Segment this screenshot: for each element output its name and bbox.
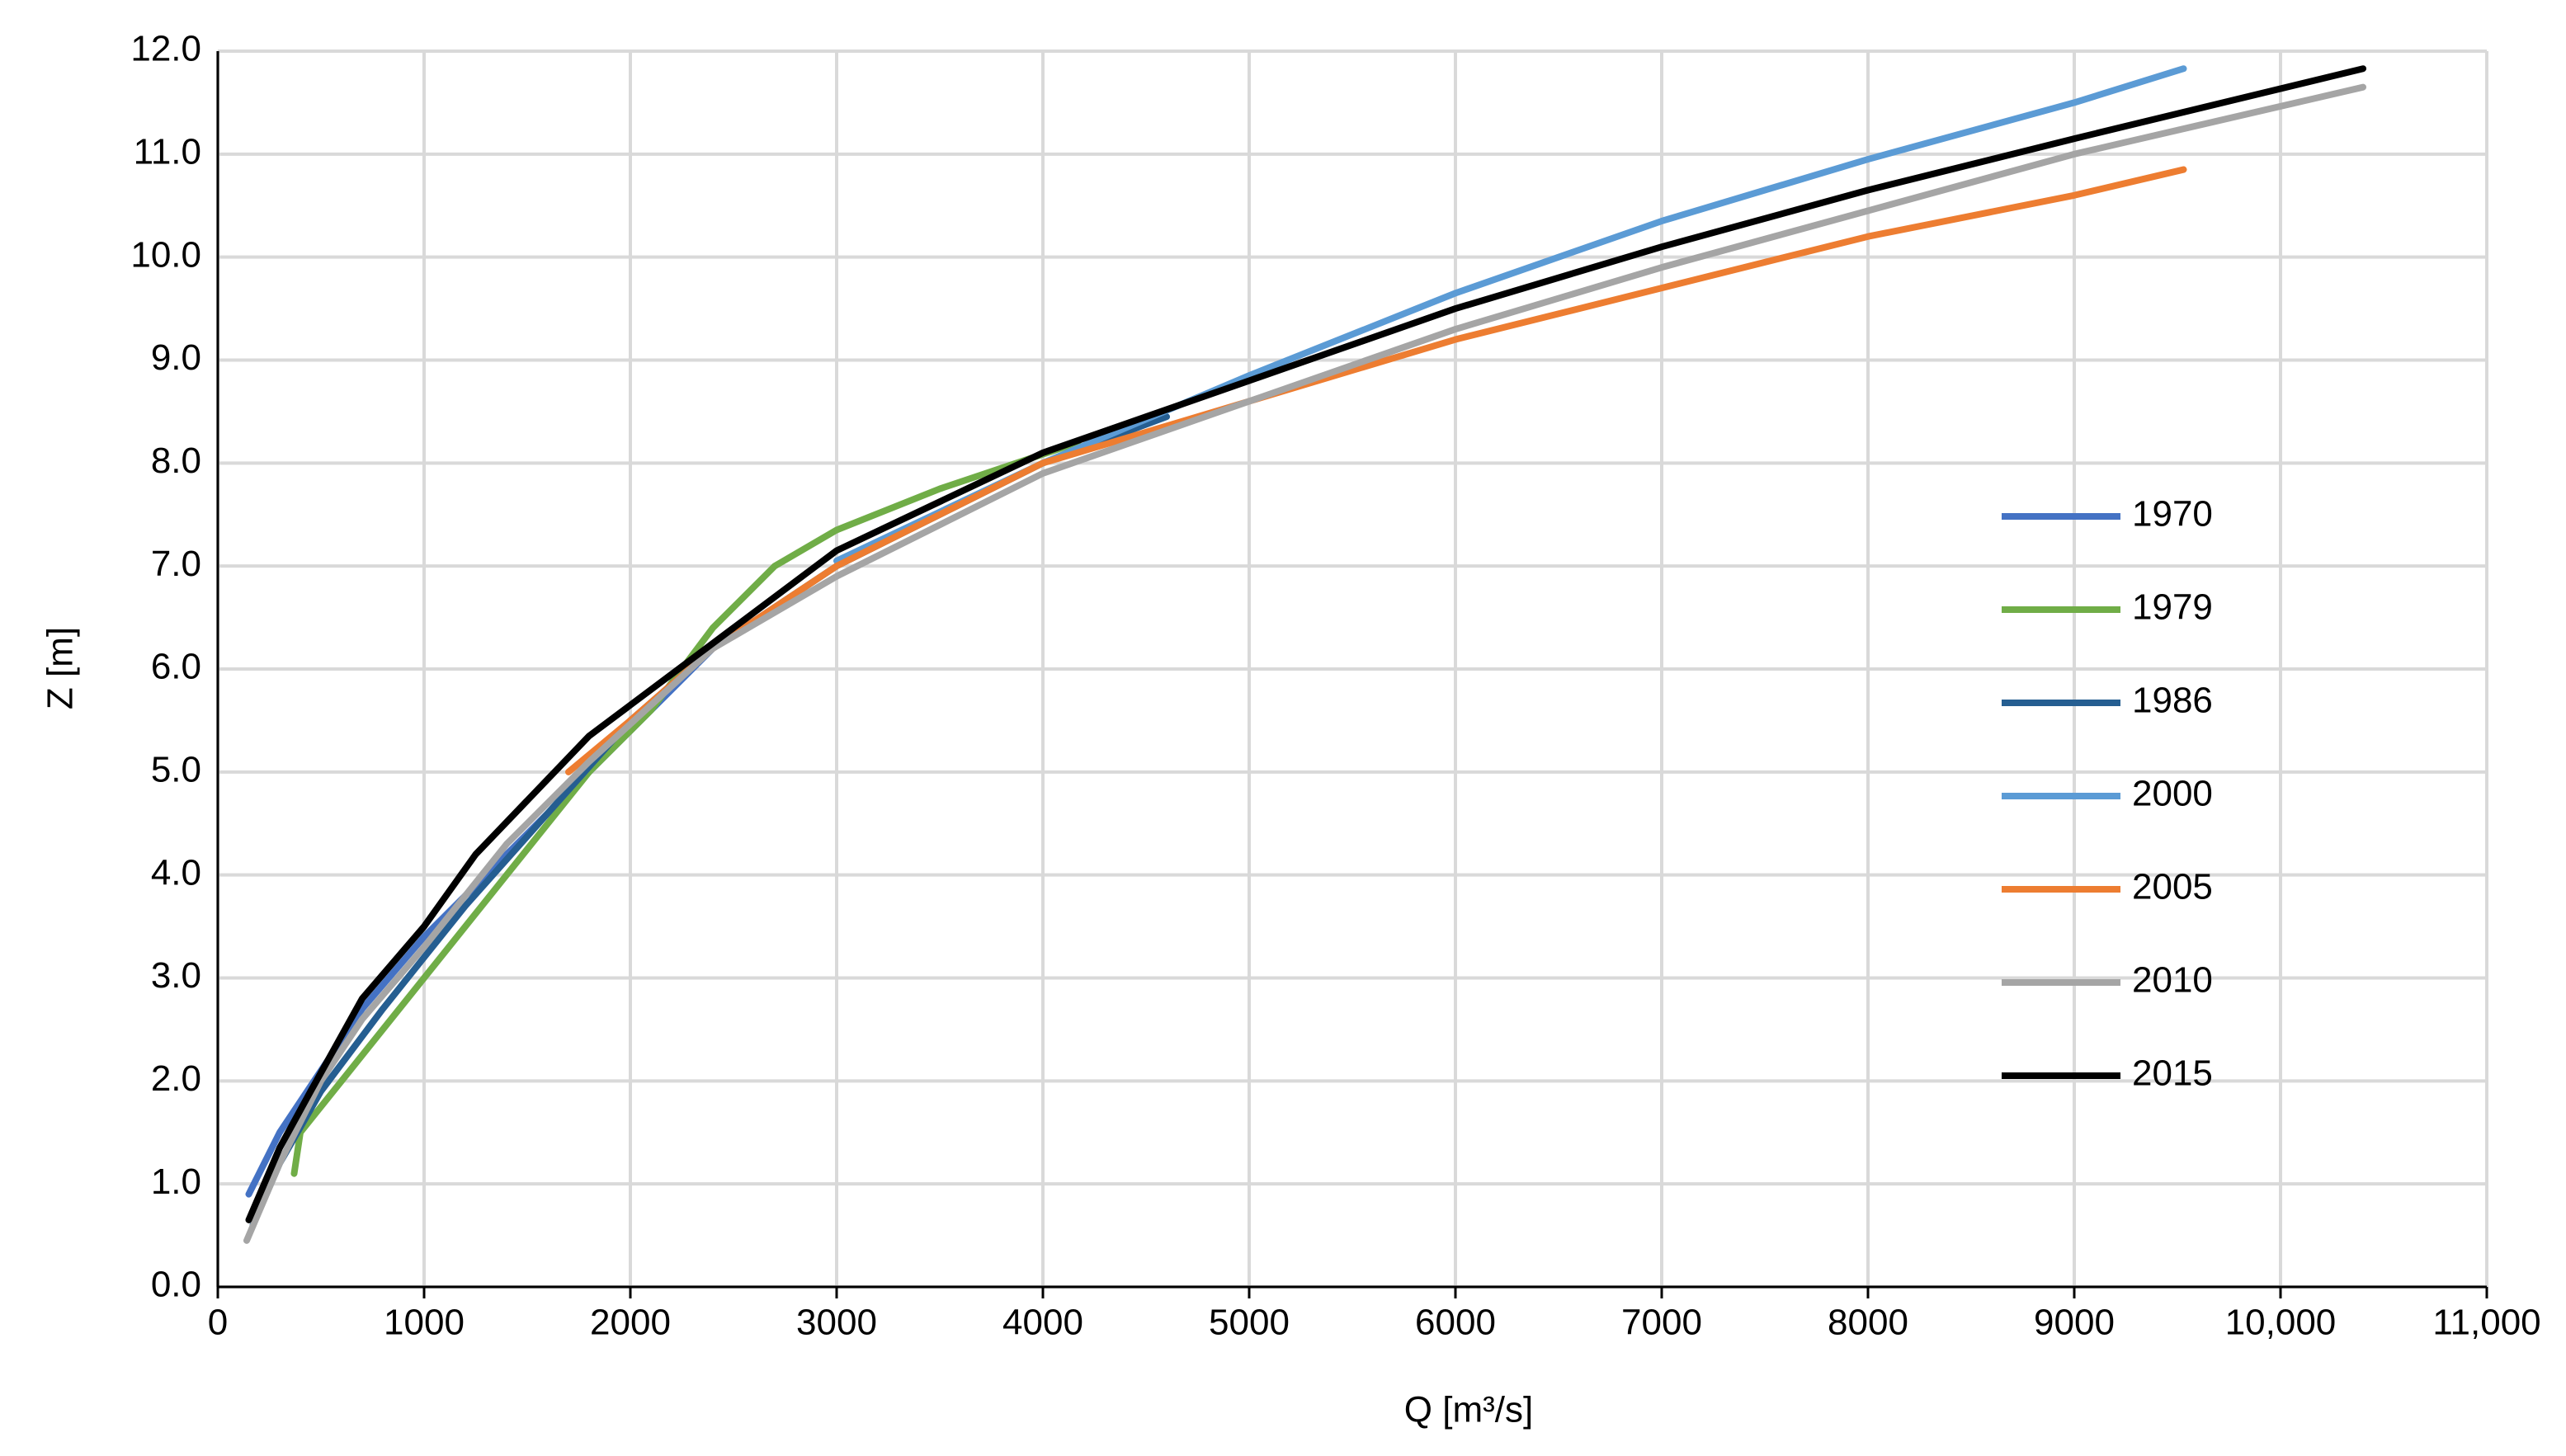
series-line	[243, 83, 2366, 1244]
x-tick-label: 8000	[1828, 1303, 1908, 1343]
x-tick-label: 6000	[1415, 1303, 1496, 1343]
series-line	[249, 413, 1170, 1229]
x-tick-label: 1000	[384, 1303, 465, 1343]
x-tick-label: 5000	[1209, 1303, 1290, 1343]
x-tick-label: 0	[208, 1303, 228, 1343]
y-axis-label: Z [m]	[40, 627, 81, 709]
x-tick-label: 11,000	[2432, 1303, 2540, 1343]
x-tick-label: 7000	[1621, 1303, 1702, 1343]
y-tick-label: 7.0	[151, 544, 201, 584]
y-tick-label: 1.0	[151, 1162, 201, 1202]
x-tick-label: 9000	[2034, 1303, 2115, 1343]
y-tick-label: 10.0	[130, 234, 201, 275]
y-tick-label: 2.0	[151, 1058, 201, 1099]
x-tick-label: 4000	[1002, 1303, 1083, 1343]
y-tick-label: 3.0	[151, 955, 201, 996]
y-tick-label: 6.0	[151, 647, 201, 687]
y-tick-label: 12.0	[130, 29, 201, 69]
legend-label: 2010	[2132, 960, 2213, 1001]
x-axis-label: Q [m³/s]	[1404, 1390, 1533, 1430]
series-line	[833, 65, 2187, 564]
series-line	[245, 65, 2366, 1223]
y-tick-label: 4.0	[151, 852, 201, 893]
legend-label: 1986	[2132, 681, 2213, 721]
legend-label: 1970	[2132, 494, 2213, 535]
legend-label: 1979	[2132, 587, 2213, 628]
legend-label: 2005	[2132, 867, 2213, 907]
y-tick-label: 0.0	[151, 1265, 201, 1305]
y-tick-label: 8.0	[151, 441, 201, 481]
series-line	[565, 166, 2187, 775]
series-line	[290, 439, 1082, 1177]
legend-label: 2000	[2132, 774, 2213, 814]
y-tick-label: 11.0	[134, 131, 201, 172]
x-tick-label: 10,000	[2225, 1303, 2337, 1343]
y-tick-label: 9.0	[151, 337, 201, 378]
legend-label: 2015	[2132, 1053, 2213, 1094]
x-tick-label: 3000	[796, 1303, 877, 1343]
y-tick-label: 5.0	[151, 749, 201, 789]
x-tick-label: 2000	[590, 1303, 671, 1343]
